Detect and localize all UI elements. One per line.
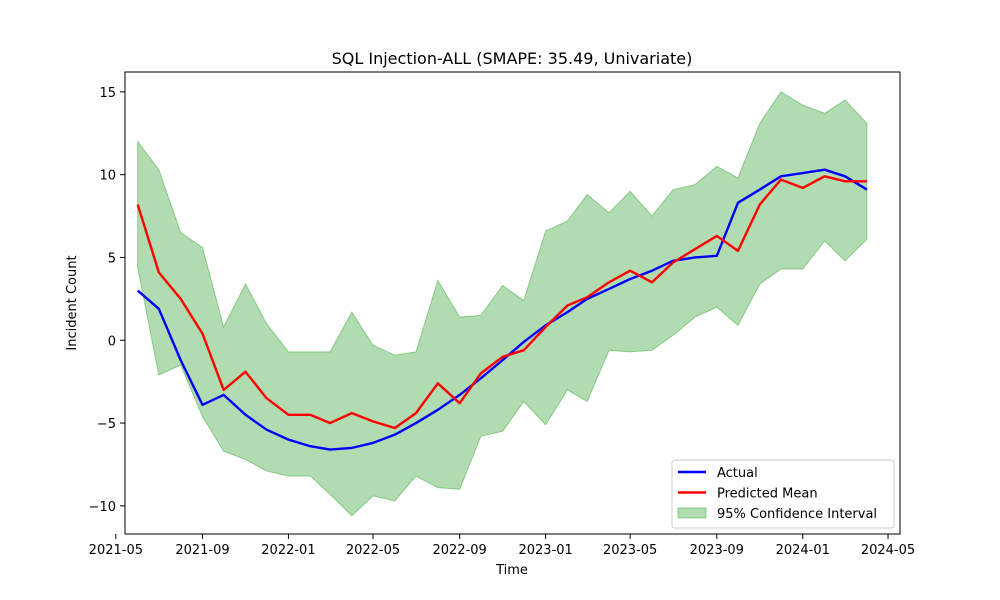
y-tick-label: −10 bbox=[89, 500, 116, 515]
x-tick-label: 2024-01 bbox=[776, 543, 830, 558]
y-axis-label: Incident Count bbox=[65, 255, 80, 350]
confidence-interval-layer bbox=[137, 91, 868, 517]
x-tick-label: 2023-01 bbox=[518, 543, 572, 558]
y-tick-label: 15 bbox=[99, 86, 116, 101]
confidence-interval-band bbox=[137, 91, 868, 517]
chart-title: SQL Injection-ALL (SMAPE: 35.49, Univari… bbox=[332, 49, 693, 68]
x-tick-label: 2024-05 bbox=[861, 543, 915, 558]
y-axis-ticks: −10 −5 0 5 10 15 bbox=[89, 86, 125, 515]
legend-box bbox=[671, 459, 895, 529]
y-tick-label: 10 bbox=[99, 169, 116, 184]
x-tick-label: 2021-09 bbox=[175, 543, 229, 558]
series-layer bbox=[136, 168, 868, 451]
x-tick-label: 2023-09 bbox=[690, 543, 744, 558]
x-tick-label: 2022-05 bbox=[346, 543, 400, 558]
legend-item-predicted-mean-label: Predicted Mean bbox=[717, 487, 818, 502]
y-tick-label: 0 bbox=[108, 334, 116, 349]
x-tick-label: 2021-05 bbox=[89, 543, 143, 558]
x-axis-label: Time bbox=[495, 563, 528, 578]
plot-area-frame bbox=[124, 71, 901, 535]
legend: Actual Predicted Mean 95% Confidence Inter… bbox=[671, 459, 895, 529]
x-tick-label: 2022-01 bbox=[261, 543, 315, 558]
legend-item-confidence-interval-label: 95% Confidence Interval bbox=[717, 507, 877, 522]
y-tick-label: −5 bbox=[97, 417, 116, 432]
series-line-actual bbox=[136, 168, 868, 451]
legend-item-actual-label: Actual bbox=[717, 466, 758, 481]
x-tick-label: 2022-09 bbox=[432, 543, 486, 558]
y-tick-label: 5 bbox=[108, 251, 116, 266]
legend-item-confidence-interval-swatch bbox=[677, 507, 707, 519]
x-axis-ticks: 2021-05 2021-09 2022-01 2022-05 2022-09 2023-… bbox=[89, 534, 915, 558]
series-line-predicted-mean bbox=[136, 175, 867, 430]
x-tick-label: 2023-05 bbox=[603, 543, 657, 558]
